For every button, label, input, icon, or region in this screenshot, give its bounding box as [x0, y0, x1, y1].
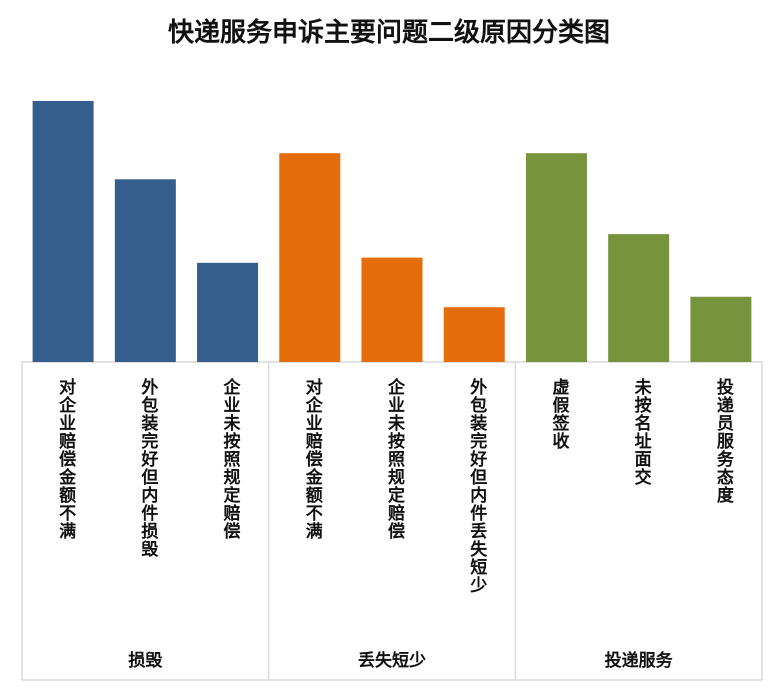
group-label: 丢失短少	[357, 651, 426, 671]
category-label: 外包装完好但内件损毁	[137, 378, 158, 558]
group-label: 损毁	[128, 651, 163, 671]
category-label: 虚假签收	[548, 378, 569, 450]
category-label: 投递员服务态度	[712, 378, 733, 504]
bar	[361, 257, 423, 362]
bar	[525, 153, 587, 362]
category-label: 未按名址面交	[630, 378, 651, 486]
category-label: 对企业赔偿金额不满	[55, 378, 76, 540]
category-label: 企业未按照规定赔偿	[219, 378, 240, 540]
bar	[279, 153, 341, 362]
chart-title: 快递服务申诉主要问题二级原因分类图	[167, 18, 610, 48]
bar	[114, 179, 176, 362]
category-label: 企业未按照规定赔偿	[384, 378, 404, 540]
category-label: 对企业赔偿金额不满	[301, 378, 322, 540]
group-label: 投递服务	[604, 651, 673, 671]
bar	[32, 101, 94, 362]
category-label: 外包装完好但内件丢失短少	[466, 378, 487, 594]
bar	[443, 307, 505, 362]
bar	[197, 262, 259, 362]
bar	[690, 296, 752, 362]
bar	[608, 234, 670, 362]
